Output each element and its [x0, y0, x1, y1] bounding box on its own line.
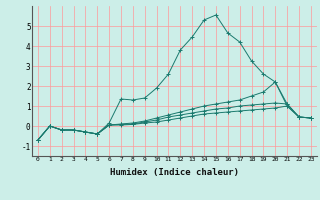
X-axis label: Humidex (Indice chaleur): Humidex (Indice chaleur)	[110, 168, 239, 177]
